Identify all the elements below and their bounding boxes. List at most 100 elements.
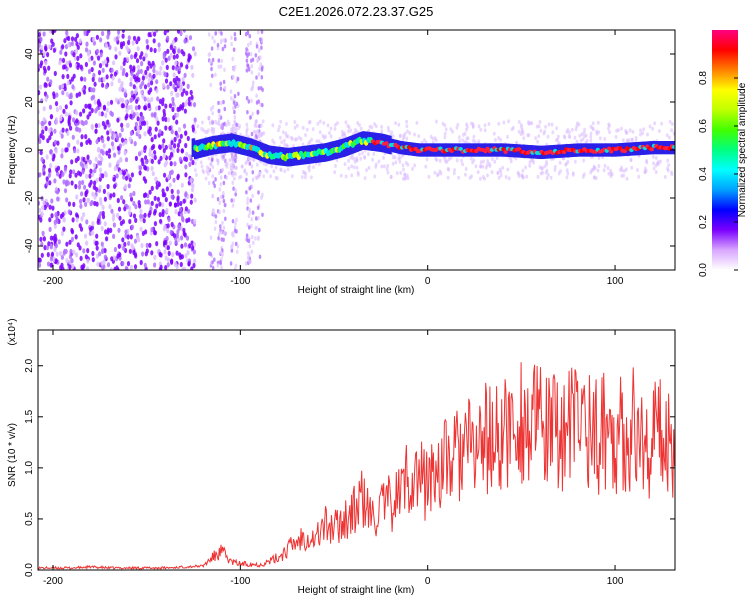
heatmap-cell — [234, 263, 238, 268]
heatmap-cell — [230, 41, 233, 47]
heatmap-cell — [153, 134, 157, 140]
heatmap-cell — [82, 212, 86, 218]
heatmap-cell — [63, 64, 67, 70]
heatmap-cell — [98, 63, 103, 69]
heatmap-cell — [474, 164, 478, 169]
heatmap-cell — [128, 136, 132, 142]
heatmap-cell — [126, 234, 130, 240]
heatmap-cell — [290, 174, 294, 179]
heatmap-cell — [173, 161, 177, 167]
heatmap-cell — [93, 99, 97, 105]
heatmap-cell — [415, 120, 419, 125]
heatmap-cell — [225, 164, 229, 169]
heatmap-cell — [179, 30, 183, 37]
heatmap-cell — [182, 227, 186, 233]
heatmap-cell — [199, 160, 203, 165]
heatmap-cell — [155, 116, 159, 122]
heatmap-cell — [123, 91, 127, 97]
heatmap-cell — [209, 107, 213, 112]
heatmap-cell — [307, 168, 311, 173]
heatmap-cell — [245, 58, 249, 63]
heatmap-cell — [248, 259, 251, 264]
heatmap-cell — [81, 169, 85, 175]
heatmap-cell — [133, 238, 138, 244]
heatmap-cell — [49, 114, 54, 120]
heatmap-cell — [385, 167, 389, 172]
heatmap-cell — [82, 89, 86, 95]
heatmap-cell — [175, 75, 179, 81]
heatmap-cell — [648, 124, 652, 129]
heatmap-cell — [148, 151, 152, 157]
heatmap-cell — [162, 112, 167, 118]
heatmap-cell — [222, 198, 226, 204]
heatmap-cell — [255, 225, 258, 231]
heatmap-cell — [207, 32, 211, 37]
heatmap-cell — [113, 166, 117, 172]
heatmap-cell — [178, 252, 182, 258]
heatmap-cell — [75, 212, 79, 218]
heatmap-cell — [168, 240, 172, 246]
heatmap-cell — [175, 250, 179, 256]
heatmap-cell — [106, 130, 110, 136]
heatmap-cell — [221, 131, 225, 136]
heatmap-cell — [167, 250, 171, 256]
heatmap-cell — [343, 133, 347, 138]
heatmap-cell — [44, 96, 48, 102]
heatmap-cell — [243, 169, 247, 174]
heatmap-cell — [236, 244, 240, 249]
heatmap-cell — [190, 94, 194, 100]
heatmap-cell — [472, 134, 476, 139]
heatmap-cell — [481, 175, 485, 179]
heatmap-cell — [255, 75, 258, 80]
heatmap-cell — [131, 245, 135, 251]
heatmap-cell — [573, 135, 577, 140]
heatmap-cell — [112, 233, 116, 239]
heatmap-cell — [136, 116, 140, 122]
heatmap-cell — [257, 48, 261, 53]
heatmap-cell — [68, 173, 72, 179]
heatmap-cell — [411, 166, 414, 171]
x-tick-label: -100 — [230, 576, 250, 587]
heatmap-cell — [355, 165, 359, 170]
heatmap-cell — [204, 129, 208, 134]
heatmap-cell — [630, 165, 634, 170]
heatmap-cell — [188, 161, 192, 167]
heatmap-cell — [387, 128, 391, 133]
heatmap-cell — [157, 182, 161, 188]
heatmap-cell — [207, 156, 211, 161]
heatmap-cell — [141, 115, 145, 121]
heatmap-cell — [87, 57, 92, 63]
heatmap-cell — [232, 100, 236, 106]
ridge-core — [606, 146, 612, 151]
heatmap-cell — [120, 195, 124, 201]
heatmap-cell — [125, 72, 129, 78]
heatmap-cell — [93, 81, 97, 87]
heatmap-cell — [43, 68, 47, 74]
heatmap-cell — [483, 123, 487, 128]
heatmap-cell — [210, 126, 214, 131]
heatmap-cell — [124, 139, 128, 145]
heatmap-cell — [99, 148, 103, 154]
heatmap-cell — [45, 176, 49, 182]
heatmap-cell — [144, 165, 148, 171]
heatmap-cell — [47, 65, 51, 71]
heatmap-cell — [209, 59, 212, 64]
heatmap-cell — [151, 60, 155, 66]
heatmap-cell — [76, 139, 80, 145]
colorbar-gradient — [712, 30, 738, 270]
heatmap-cell — [108, 204, 112, 210]
heatmap-cell — [139, 54, 143, 60]
snr-x-axis: -200 -100 0 100 — [43, 330, 624, 587]
heatmap-cell — [113, 152, 117, 158]
heatmap-cell — [429, 134, 433, 139]
heatmap-cell — [79, 198, 83, 204]
heatmap-cell — [562, 134, 566, 139]
heatmap-cell — [150, 165, 154, 172]
heatmap-cell — [188, 243, 192, 249]
heatmap-cell — [227, 171, 231, 176]
heatmap-cell — [161, 192, 165, 198]
heatmap-cell — [127, 39, 131, 46]
heatmap-cell — [148, 189, 152, 195]
heatmap-cell — [49, 244, 53, 250]
heatmap-cell — [259, 37, 262, 42]
